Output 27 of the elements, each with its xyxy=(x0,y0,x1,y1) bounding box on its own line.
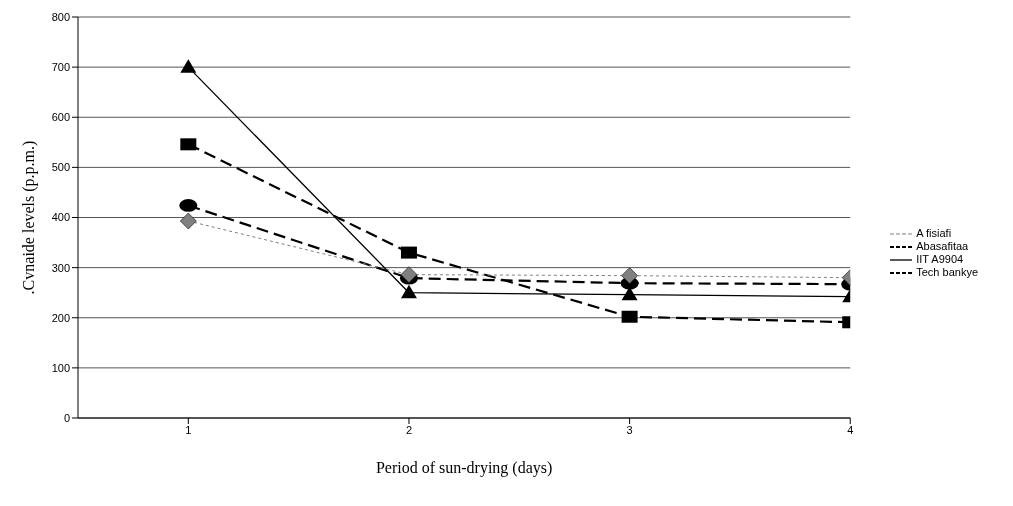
y-tick-label: 0 xyxy=(63,411,70,424)
point xyxy=(180,59,197,73)
y-tick-label: 700 xyxy=(51,61,70,74)
y-tick-label: 200 xyxy=(51,311,70,324)
legend-label: Tech bankye xyxy=(916,266,978,279)
y-axis-title: .Cvnaide levels (p.p.m.) xyxy=(19,140,38,295)
y-tick-label: 500 xyxy=(51,161,70,174)
y-tick-label: 400 xyxy=(51,211,70,224)
y-tick-label: 800 xyxy=(51,10,70,23)
legend-label: IIT A9904 xyxy=(916,253,964,266)
legend-label: A fisiafi xyxy=(916,227,952,240)
x-tick-label: 3 xyxy=(626,423,633,436)
point xyxy=(621,267,638,284)
x-tick-label: 1 xyxy=(185,423,192,436)
y-tick-label: 600 xyxy=(51,111,70,124)
legend-label: Abasafitaa xyxy=(916,240,969,253)
point xyxy=(400,284,417,299)
x-tick-label: 4 xyxy=(847,423,854,436)
x-tick-label: 2 xyxy=(405,423,413,436)
point xyxy=(621,310,638,323)
point xyxy=(180,212,197,230)
point xyxy=(400,266,418,283)
y-tick-label: 100 xyxy=(51,361,70,374)
point xyxy=(180,138,197,151)
y-tick-label: 300 xyxy=(51,261,70,274)
x-axis-title: Period of sun-drying (days) xyxy=(375,459,553,477)
point xyxy=(400,246,417,259)
